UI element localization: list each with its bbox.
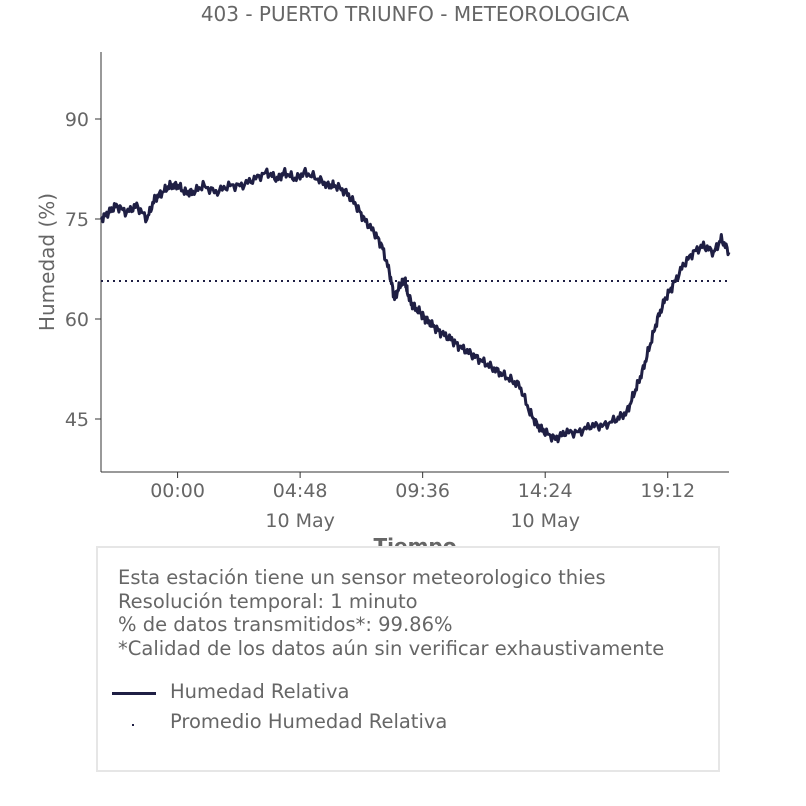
- info-line-transmitted: % de datos transmitidos*: 99.86%: [118, 613, 453, 636]
- y-tick-label: 75: [65, 209, 89, 231]
- legend-solid-line-swatch: [112, 692, 156, 695]
- x-tick-label: 00:00: [150, 480, 205, 502]
- humidity-series-line: [99, 166, 731, 444]
- info-line-sensor: Esta estación tiene un sensor meteorolog…: [118, 566, 606, 589]
- x-tick-date-label: 10 May: [265, 510, 335, 532]
- x-ticks: 00:00 04:48 10 May 09:36 14:24 10 May 19:12: [150, 472, 695, 532]
- legend-dotted-swatch: [132, 724, 134, 726]
- x-tick-label: 04:48: [273, 480, 328, 502]
- info-line-quality-note: *Calidad de los datos aún sin verificar …: [118, 636, 665, 660]
- y-ticks: 45 60 75 90: [65, 109, 101, 431]
- chart-title: 403 - PUERTO TRIUNFO - METEOROLOGICA: [200, 2, 630, 26]
- info-box: Esta estación tiene un sensor meteorolog…: [96, 546, 720, 772]
- x-tick-label: 19:12: [640, 480, 695, 502]
- y-tick-label: 45: [65, 409, 89, 431]
- y-tick-label: 60: [65, 309, 89, 331]
- x-tick-label: 09:36: [395, 480, 450, 502]
- legend-label-average: Promedio Humedad Relativa: [170, 710, 448, 733]
- station-info: Esta estación tiene un sensor meteorolog…: [118, 566, 664, 660]
- x-tick-label: 14:24: [518, 480, 573, 502]
- y-tick-label: 90: [65, 109, 89, 131]
- info-line-resolution: Resolución temporal: 1 minuto: [118, 589, 418, 613]
- x-tick-date-label: 10 May: [510, 510, 580, 532]
- y-axis-label: Humedad (%): [35, 193, 59, 331]
- legend-label-humidity: Humedad Relativa: [170, 680, 350, 703]
